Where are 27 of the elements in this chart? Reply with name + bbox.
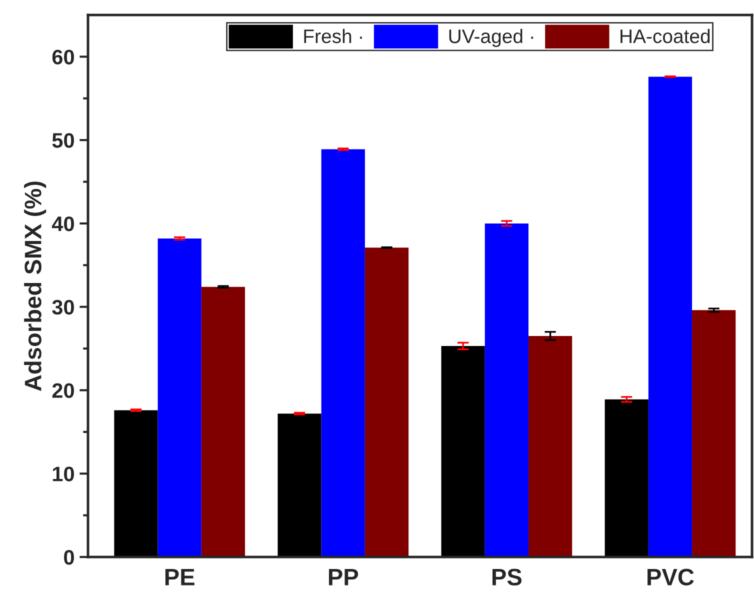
y-tick-label: 0 [64, 550, 74, 565]
y-tick-label: 60 [52, 50, 74, 64]
bar [604, 399, 648, 557]
y-tick-label: 10 [52, 466, 74, 482]
legend-label: UV-aged · [449, 28, 534, 48]
y-tick-label: 20 [52, 383, 74, 398]
x-tick-label: PVC [648, 568, 694, 586]
y-tick-label: 40 [52, 216, 74, 232]
bar [321, 149, 365, 557]
x-tick-label: PP [328, 568, 358, 586]
bar [364, 248, 409, 557]
bar [484, 223, 528, 557]
bar [278, 414, 322, 557]
bar [114, 410, 158, 557]
bar [692, 310, 736, 557]
y-tick-label: 50 [52, 133, 74, 148]
x-tick-label: PS [492, 568, 522, 586]
bar [158, 238, 202, 557]
bar [441, 346, 485, 557]
y-tick-label: 30 [52, 300, 74, 315]
legend-label: HA-coated [620, 28, 710, 44]
y-axis-title: Adsorbed SMX (%) [24, 182, 46, 392]
bar [201, 286, 246, 557]
x-tick-label: PE [165, 568, 194, 586]
legend-label: Fresh · [304, 28, 362, 44]
bar [648, 76, 692, 557]
bar [528, 336, 572, 557]
